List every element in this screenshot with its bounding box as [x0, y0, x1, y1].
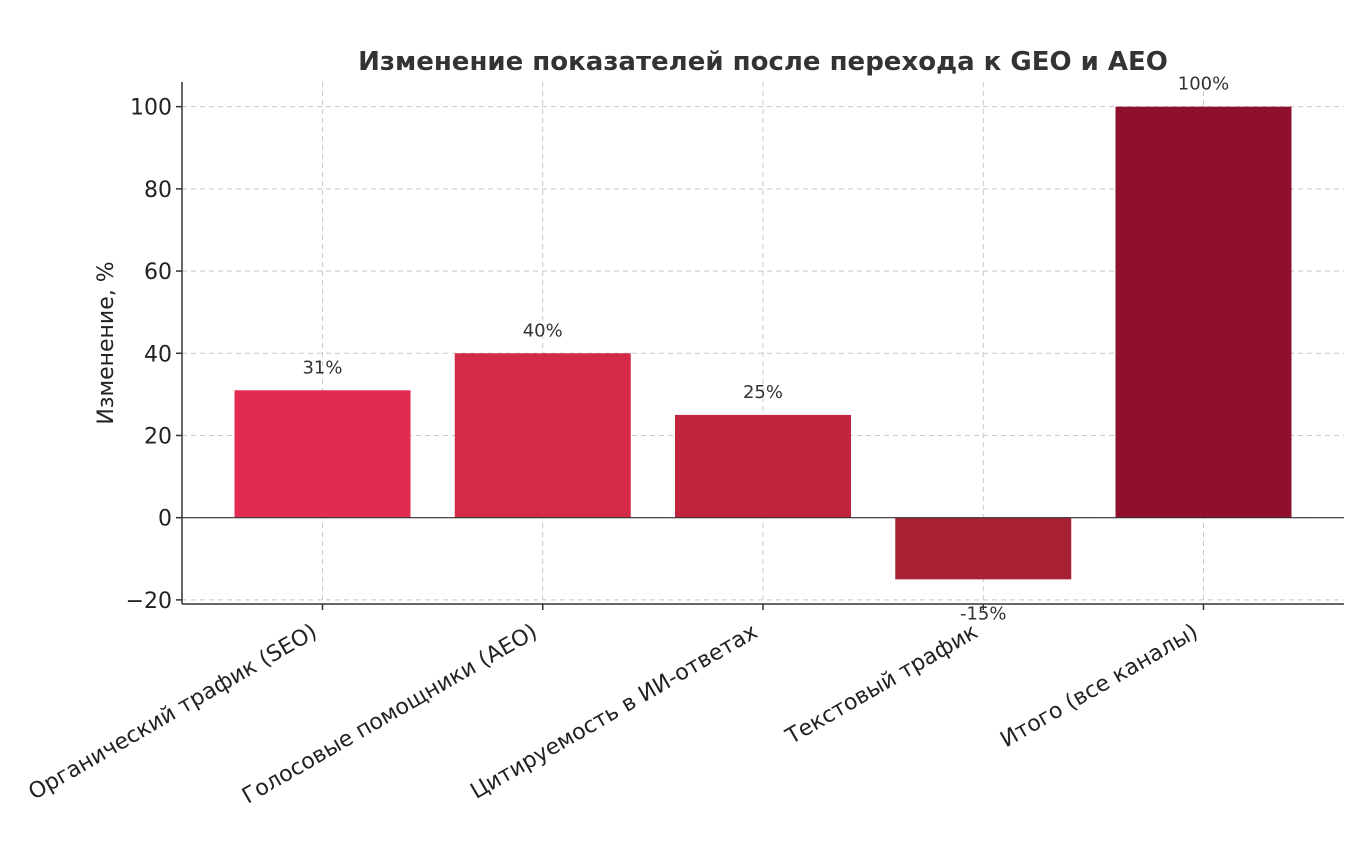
- y-tick-labels: −20 0 20 40 60 80 100: [126, 96, 172, 614]
- bar: [454, 353, 631, 518]
- y-tick-label: 0: [158, 507, 172, 532]
- y-tick-label: 80: [144, 178, 172, 203]
- data-labels: 31% 40% 25% -15% 100%: [302, 74, 1229, 625]
- y-tick-label: 40: [144, 342, 172, 367]
- data-label: 40%: [523, 320, 563, 341]
- x-tick-label: Итого (все каналы): [996, 620, 1202, 753]
- bar: [675, 414, 851, 518]
- axes: [176, 82, 1344, 610]
- data-label: 31%: [302, 357, 342, 378]
- x-tick-labels: Органический трафик (SEO)Голосовые помощ…: [24, 620, 1202, 810]
- bar: [234, 390, 411, 518]
- data-label: 25%: [743, 382, 783, 403]
- y-tick-label: 100: [130, 96, 172, 121]
- y-tick-label: 60: [144, 260, 172, 285]
- bar: [895, 517, 1072, 580]
- x-tick-label: Текстовый трафик: [781, 620, 982, 751]
- y-tick-label: 20: [144, 424, 172, 449]
- bars: [234, 106, 1292, 580]
- bar: [1115, 106, 1292, 518]
- chart-title: Изменение показателей после перехода к G…: [358, 47, 1168, 77]
- data-label: -15%: [960, 603, 1007, 624]
- data-label: 100%: [1178, 74, 1229, 95]
- y-tick-label: −20: [126, 589, 172, 614]
- y-axis-label: Изменение, %: [94, 261, 119, 424]
